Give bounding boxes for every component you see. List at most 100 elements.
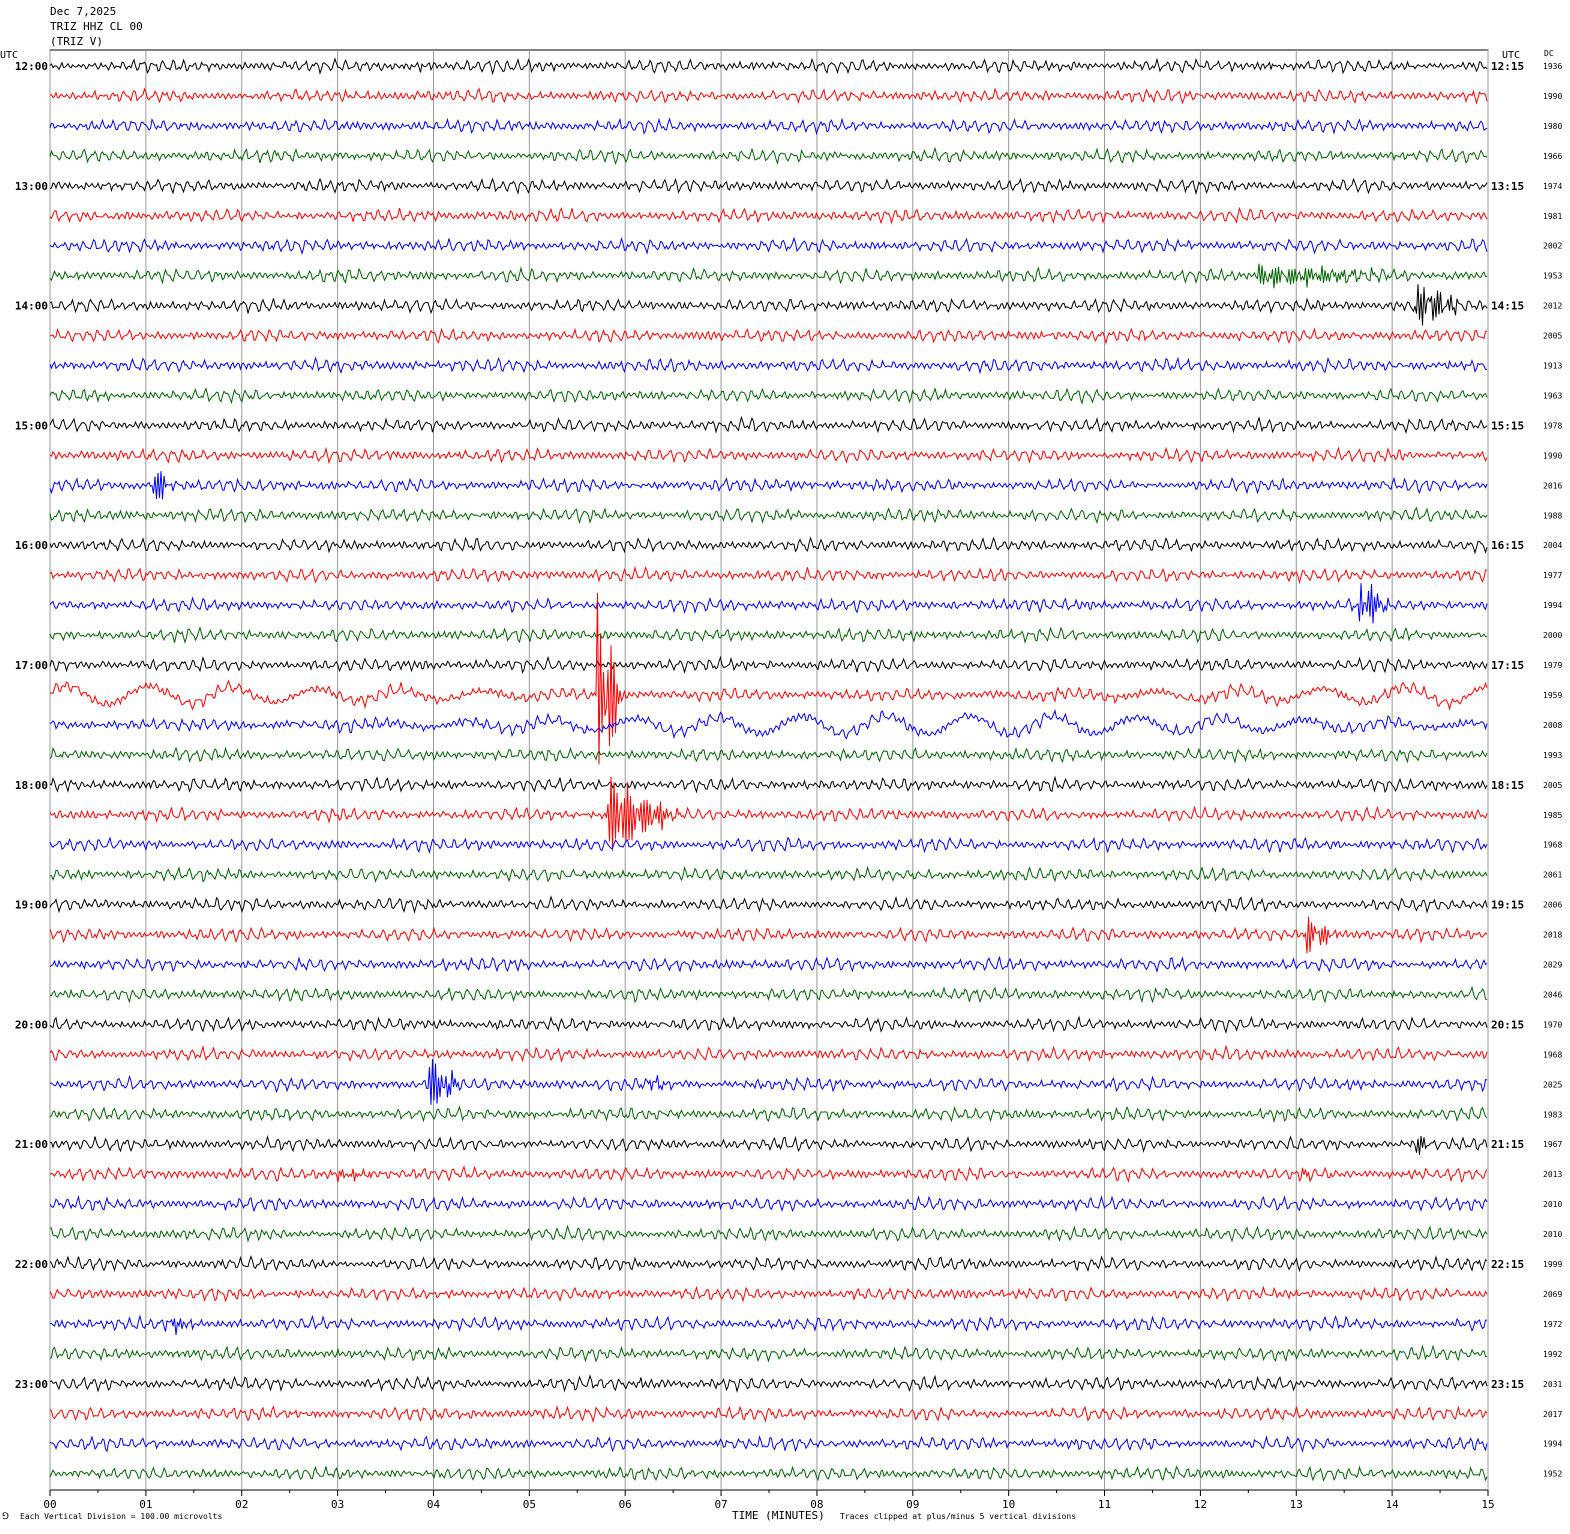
right-hour-label: 22:15 xyxy=(1491,1258,1524,1271)
trace-line xyxy=(49,1435,1488,1453)
right-hour-label: 21:15 xyxy=(1491,1138,1524,1151)
dc-offset-label: 1994 xyxy=(1543,601,1562,610)
dc-offset-label: 1980 xyxy=(1543,122,1562,131)
trace-line xyxy=(49,956,1488,974)
dc-offset-label: 1953 xyxy=(1543,272,1562,281)
dc-offset-label: 1990 xyxy=(1543,92,1562,101)
trace-line xyxy=(50,327,1488,345)
trace-line xyxy=(49,1374,1488,1393)
trace-line xyxy=(49,836,1488,854)
trace-line xyxy=(49,471,1488,500)
dc-offset-label: 1967 xyxy=(1543,1140,1562,1149)
trace-line xyxy=(49,985,1488,1004)
dc-offset-label: 2004 xyxy=(1543,541,1562,550)
dc-offset-label: 1977 xyxy=(1543,571,1562,580)
dc-offset-label: 1913 xyxy=(1543,362,1562,371)
dc-offset-label: 1992 xyxy=(1543,1350,1562,1359)
dc-offset-label: 2061 xyxy=(1543,871,1562,880)
right-hour-label: 12:15 xyxy=(1491,60,1524,73)
x-tick-label: 12 xyxy=(1194,1498,1207,1511)
left-hour-label: 17:00 xyxy=(15,659,48,672)
trace-line xyxy=(49,1059,1488,1105)
trace-line xyxy=(49,1344,1488,1363)
dc-offset-label: 2031 xyxy=(1543,1380,1562,1389)
trace-line xyxy=(49,236,1488,256)
x-tick-label: 03 xyxy=(331,1498,344,1511)
x-tick-label: 08 xyxy=(810,1498,823,1511)
trace-line xyxy=(49,263,1488,289)
right-hour-label: 15:15 xyxy=(1491,419,1524,432)
dc-offset-label: 1970 xyxy=(1543,1020,1562,1029)
trace-line xyxy=(49,1105,1488,1124)
dc-offset-label: 2000 xyxy=(1543,631,1562,640)
dc-offset-label: 2018 xyxy=(1543,931,1562,940)
trace-line xyxy=(49,565,1488,585)
trace-line xyxy=(49,177,1488,196)
dc-offset-label: 2008 xyxy=(1543,721,1562,730)
trace-line xyxy=(49,1224,1488,1243)
right-utc-label: UTC xyxy=(1502,50,1521,61)
dc-offset-label: 1990 xyxy=(1543,451,1562,460)
left-hour-label: 15:00 xyxy=(15,419,48,432)
trace-line xyxy=(50,592,1488,765)
trace-line xyxy=(49,655,1488,674)
trace-line xyxy=(49,583,1488,624)
left-hour-label: 22:00 xyxy=(15,1258,48,1271)
trace-line xyxy=(49,775,1488,794)
x-tick-label: 04 xyxy=(427,1498,441,1511)
seismic-traces xyxy=(49,57,1488,1482)
trace-line xyxy=(49,506,1488,525)
x-tick-label: 07 xyxy=(714,1498,727,1511)
dc-offset-label: 1968 xyxy=(1543,841,1562,850)
dc-offset-label: 1999 xyxy=(1543,1260,1562,1269)
dc-offset-label: 2046 xyxy=(1543,990,1562,999)
trace-line xyxy=(49,1015,1488,1034)
dc-offset-label: 1968 xyxy=(1543,1050,1562,1059)
dc-offset-label: 2013 xyxy=(1543,1170,1562,1179)
trace-line xyxy=(49,536,1488,555)
minute-gridlines xyxy=(49,49,1489,1496)
left-hour-label: 16:00 xyxy=(15,539,48,552)
station-label: TRIZ HHZ CL 00 xyxy=(50,20,143,33)
trace-line xyxy=(49,1314,1488,1335)
trace-line xyxy=(49,1134,1488,1155)
trace-line xyxy=(49,776,1488,851)
dc-offset-label: 2005 xyxy=(1543,781,1562,790)
trace-line xyxy=(49,1465,1488,1482)
station-code-label: (TRIZ V) xyxy=(50,35,103,48)
x-tick-label: 13 xyxy=(1290,1498,1303,1511)
right-hour-label: 16:15 xyxy=(1491,539,1524,552)
dc-offset-label: 2005 xyxy=(1543,332,1562,341)
trace-line xyxy=(49,146,1488,166)
dc-offset-label: 2029 xyxy=(1543,961,1562,970)
x-tick-label: 06 xyxy=(619,1498,632,1511)
dc-offset-label: 1978 xyxy=(1543,421,1562,430)
dc-offset-label: 2006 xyxy=(1543,901,1562,910)
axis-labels: 00 01 02 03 04 05 06 07 08 09 10 11 12 13 14 15 12:00 12:… xyxy=(15,60,1563,1511)
trace-line xyxy=(49,1044,1488,1063)
left-hour-label: 12:00 xyxy=(15,60,48,73)
trace-line xyxy=(49,1195,1488,1213)
dc-offset-label: 2069 xyxy=(1543,1290,1562,1299)
x-tick-label: 00 xyxy=(43,1498,56,1511)
left-hour-label: 20:00 xyxy=(15,1018,48,1031)
trace-line xyxy=(49,895,1488,914)
dc-offset-label: 1981 xyxy=(1543,212,1562,221)
dc-offset-label: 1972 xyxy=(1543,1320,1562,1329)
date-label: Dec 7,2025 xyxy=(50,5,117,18)
trace-line xyxy=(49,916,1488,954)
dc-offset-label: 2002 xyxy=(1543,242,1562,251)
trace-line xyxy=(49,87,1488,105)
dc-offset-label: 2016 xyxy=(1543,481,1562,490)
dc-offset-label: 1983 xyxy=(1543,1110,1562,1119)
x-tick-label: 05 xyxy=(523,1498,536,1511)
trace-line xyxy=(49,387,1488,405)
x-tick-label: 10 xyxy=(1002,1498,1015,1511)
dc-offset-label: 1966 xyxy=(1543,152,1562,161)
trace-line xyxy=(49,625,1488,644)
right-hour-label: 20:15 xyxy=(1491,1018,1524,1031)
trace-line xyxy=(49,57,1488,76)
dc-offset-label: 1988 xyxy=(1543,511,1562,520)
clip-note: Traces clipped at plus/minus 5 vertical … xyxy=(840,1512,1077,1521)
